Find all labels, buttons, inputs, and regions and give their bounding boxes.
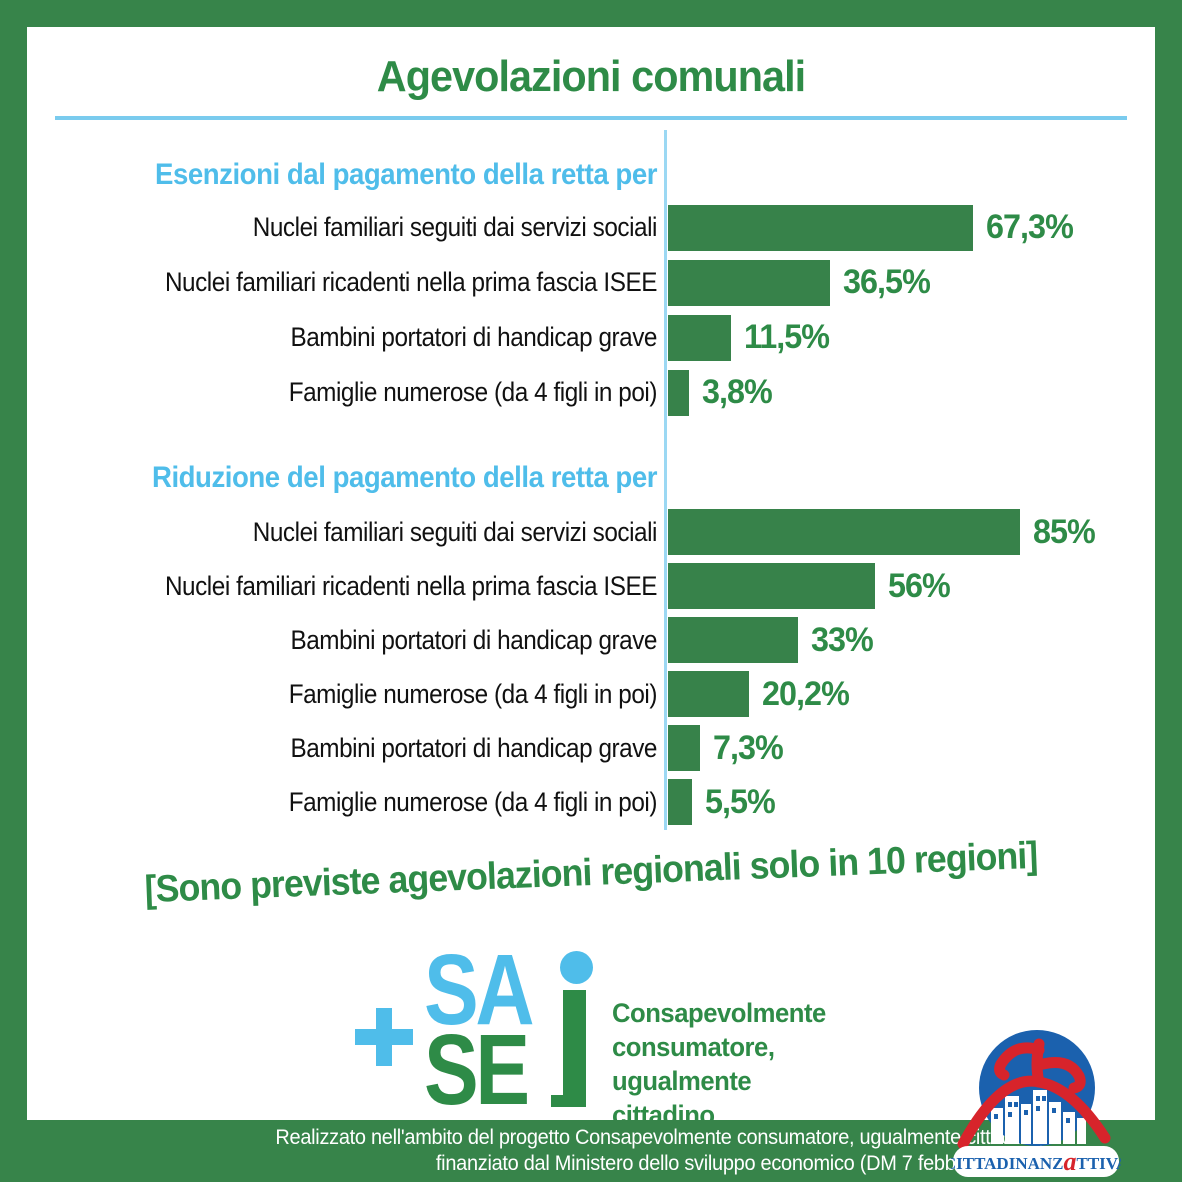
bar-zone: 5,5%	[668, 779, 779, 825]
bar	[668, 671, 749, 717]
bar-label: Nuclei familiari seguiti dai servizi soc…	[252, 212, 658, 242]
bar-label: Nuclei familiari seguiti dai servizi soc…	[252, 516, 658, 547]
bar-zone: 20,2%	[668, 671, 853, 717]
bar-value: 56%	[888, 566, 951, 605]
section-esenzioni: Esenzioni dal pagamento della retta per …	[27, 150, 1155, 420]
bar-label: Famiglie numerose (da 4 figli in poi)	[288, 678, 658, 709]
bar	[668, 259, 830, 306]
bar-label: Nuclei familiari ricadenti nella prima f…	[164, 267, 658, 297]
bar-zone: 36,5%	[668, 259, 934, 306]
section-header: Esenzioni dal pagamento della retta per	[155, 158, 657, 191]
bar-label: Bambini portatori di handicap grave	[290, 732, 657, 763]
bar-chart: Esenzioni dal pagamento della retta per …	[27, 150, 1155, 829]
bar-row: Famiglie numerose (da 4 figli in poi) 5,…	[27, 775, 1155, 829]
chart-axis-line	[664, 130, 667, 830]
bar-value: 7,3%	[713, 728, 784, 767]
bar-zone: 67,3%	[668, 204, 1077, 251]
bar-row: Nuclei familiari seguiti dai servizi soc…	[27, 200, 1155, 255]
bar-label: Bambini portatori di handicap grave	[290, 624, 657, 655]
bar-row: Bambini portatori di handicap grave 33%	[27, 613, 1155, 667]
cittadinanzattiva-logo: CITTADINANZaTTIVA	[951, 1030, 1121, 1177]
bar	[668, 369, 689, 416]
bar-value: 5,5%	[705, 782, 776, 821]
bar-label: Nuclei familiari ricadenti nella prima f…	[164, 570, 658, 601]
footer-line-1: Realizzato nell'ambito del progetto Cons…	[275, 1126, 1043, 1149]
bar-row: Famiglie numerose (da 4 figli in poi) 3,…	[27, 365, 1155, 420]
bar-zone: 7,3%	[668, 725, 787, 771]
section-header-row: Esenzioni dal pagamento della retta per	[27, 150, 1155, 200]
section-header-row: Riduzione del pagamento della retta per	[27, 450, 1155, 505]
sasei-claim: Consapevolmente consumatore, ugualmente …	[612, 998, 826, 1130]
page-title: Agevolazioni comunali	[376, 52, 806, 101]
bar-zone: 33%	[668, 617, 876, 663]
bar	[668, 509, 1020, 555]
bar-label: Famiglie numerose (da 4 figli in poi)	[288, 786, 658, 817]
bar-row: Nuclei familiari ricadenti nella prima f…	[27, 255, 1155, 310]
bar	[668, 563, 875, 609]
bar	[668, 204, 973, 251]
bar-row: Bambini portatori di handicap grave 7,3%	[27, 721, 1155, 775]
cittadinanzattiva-wordmark: CITTADINANZaTTIVA	[951, 1147, 1121, 1176]
bar-row: Bambini portatori di handicap grave 11,5…	[27, 310, 1155, 365]
runner-figure-icon	[957, 1038, 1111, 1150]
bar-value: 11,5%	[744, 318, 830, 356]
bar-zone: 3,8%	[668, 369, 776, 416]
bar-value: 3,8%	[702, 373, 773, 411]
bar	[668, 725, 700, 771]
plus-icon	[355, 1029, 413, 1045]
bar-row: Famiglie numerose (da 4 figli in poi) 20…	[27, 667, 1155, 721]
sasei-logo-i-stem	[563, 990, 586, 1107]
bar-label: Bambini portatori di handicap grave	[290, 322, 657, 352]
sasei-logo-sa: SA	[424, 934, 535, 1046]
bar-zone: 11,5%	[668, 314, 834, 361]
bar-row: Nuclei familiari seguiti dai servizi soc…	[27, 505, 1155, 559]
bar-value: 33%	[811, 620, 874, 659]
bar	[668, 779, 692, 825]
sasei-logo-i-foot	[551, 1095, 563, 1107]
bar-zone: 56%	[668, 563, 953, 609]
sasei-logo-i-dot	[560, 951, 593, 984]
title-divider-line	[55, 116, 1127, 120]
bar-value: 85%	[1033, 512, 1096, 551]
bar-value: 20,2%	[762, 674, 850, 713]
bar	[668, 314, 731, 361]
sasei-logo-se: SE	[424, 1014, 530, 1126]
bar	[668, 617, 798, 663]
bar-row: Nuclei familiari ricadenti nella prima f…	[27, 559, 1155, 613]
bar-value: 67,3%	[986, 208, 1074, 246]
bar-zone: 85%	[668, 509, 1098, 555]
footer-line-2: finanziato dal Ministero dello sviluppo …	[436, 1152, 1043, 1175]
section-header: Riduzione del pagamento della retta per	[151, 460, 657, 494]
bar-label: Famiglie numerose (da 4 figli in poi)	[288, 377, 658, 407]
bar-value: 36,5%	[843, 263, 931, 301]
section-riduzione: Riduzione del pagamento della retta per …	[27, 450, 1155, 829]
